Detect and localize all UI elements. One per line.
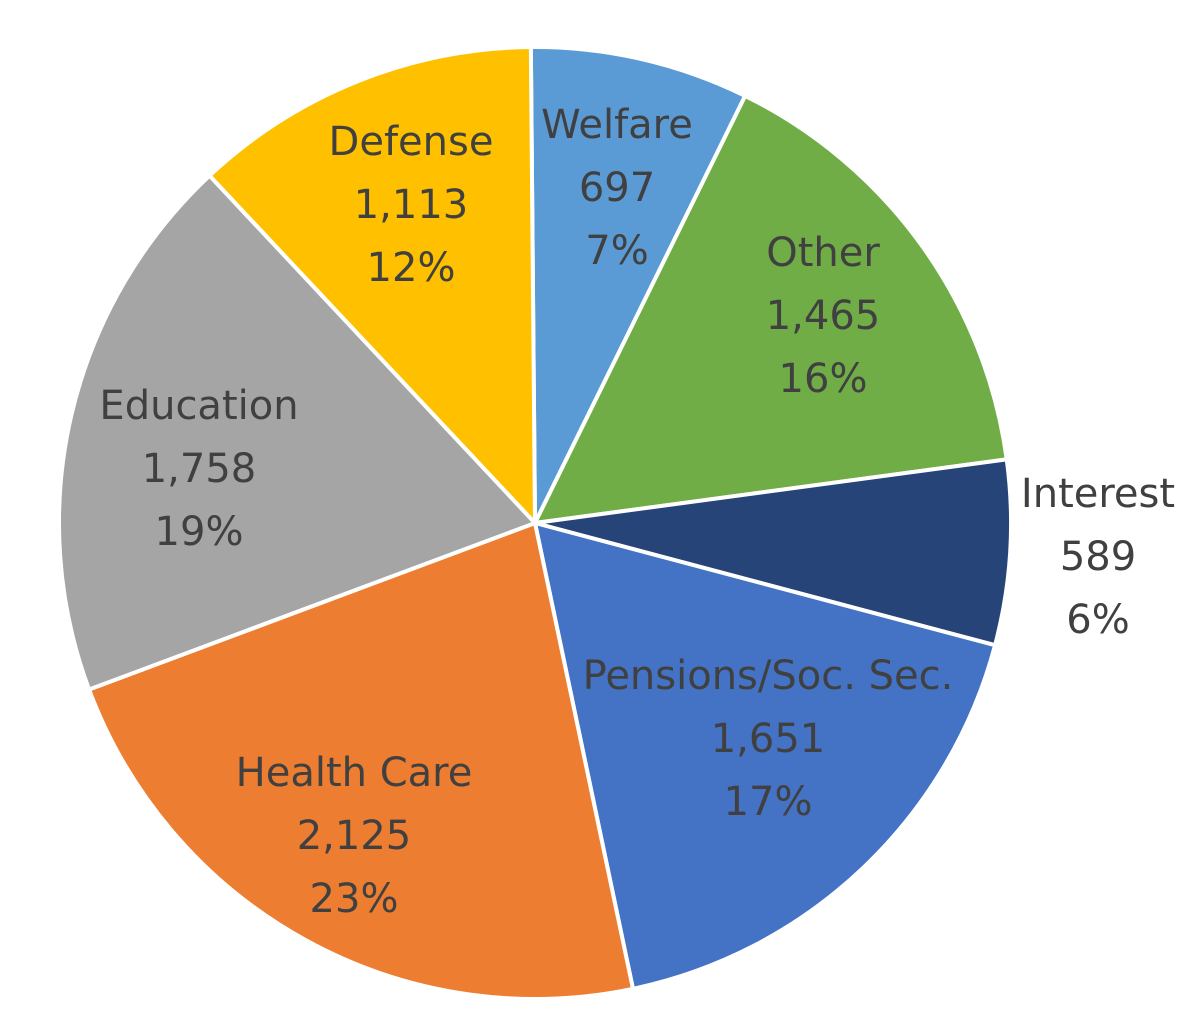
data-label-welfare: Welfare 697 7% bbox=[541, 102, 693, 274]
pie-slice-welfare bbox=[528, 45, 748, 525]
pie-slice-interest bbox=[533, 457, 1013, 648]
data-label-label-defense: Defense bbox=[329, 119, 494, 165]
data-label-label-other: Other bbox=[766, 230, 880, 276]
pie-slice-other bbox=[533, 93, 1009, 525]
data-label-health-care: Health Care 2,125 23% bbox=[236, 750, 473, 922]
pie-slice-pensions-soc-sec bbox=[533, 521, 998, 991]
data-label-label-welfare: Welfare bbox=[541, 102, 693, 148]
data-label-percent-health-care: 23% bbox=[310, 876, 399, 922]
data-label-interest: Interest 589 6% bbox=[1021, 471, 1175, 643]
data-label-percent-education: 19% bbox=[155, 509, 244, 555]
data-label-label-interest: Interest bbox=[1021, 471, 1175, 517]
data-label-value-health-care: 2,125 bbox=[297, 813, 412, 859]
pie-slice-defense bbox=[207, 45, 537, 525]
data-label-pensions-soc-sec: Pensions/Soc. Sec. 1,651 17% bbox=[583, 653, 954, 825]
data-label-value-other: 1,465 bbox=[766, 293, 881, 339]
data-label-label-pensions-soc-sec: Pensions/Soc. Sec. bbox=[583, 653, 954, 699]
data-label-value-education: 1,758 bbox=[142, 446, 257, 492]
data-label-value-interest: 589 bbox=[1060, 534, 1136, 580]
data-label-percent-other: 16% bbox=[779, 356, 868, 402]
data-label-value-defense: 1,113 bbox=[354, 182, 469, 228]
pie-labels: Welfare 697 7% Other 1,465 16% Interest 589 6% Pe… bbox=[99, 102, 1175, 922]
pie-slice-health-care bbox=[87, 521, 635, 1001]
data-label-percent-welfare: 7% bbox=[585, 228, 648, 274]
data-label-label-health-care: Health Care bbox=[236, 750, 473, 796]
pie-slice-education bbox=[57, 173, 537, 692]
data-label-value-welfare: 697 bbox=[579, 165, 655, 211]
data-label-percent-defense: 12% bbox=[367, 245, 456, 291]
data-label-percent-pensions-soc-sec: 17% bbox=[724, 779, 813, 825]
data-label-label-education: Education bbox=[99, 383, 298, 429]
data-label-education: Education 1,758 19% bbox=[99, 383, 298, 555]
data-label-percent-interest: 6% bbox=[1066, 597, 1129, 643]
data-label-other: Other 1,465 16% bbox=[766, 230, 881, 402]
data-label-value-pensions-soc-sec: 1,651 bbox=[711, 716, 826, 762]
pie-slices bbox=[57, 45, 1013, 1001]
data-label-defense: Defense 1,113 12% bbox=[329, 119, 494, 291]
